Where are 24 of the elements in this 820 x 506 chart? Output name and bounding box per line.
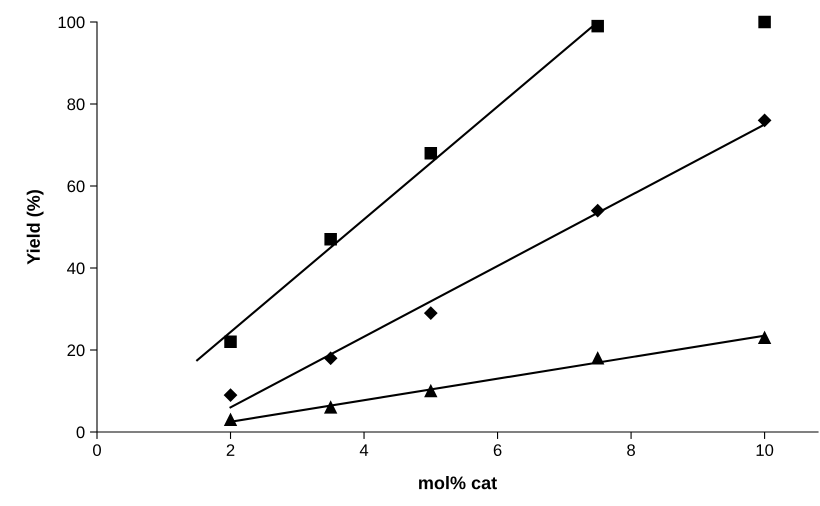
x-tick-label: 10 (756, 444, 774, 456)
point (758, 16, 771, 28)
y-tick-label: 60 (68, 180, 85, 192)
point (758, 331, 771, 344)
point (224, 336, 237, 348)
y-tick-label: 20 (67, 344, 85, 356)
x-tick-label: 8 (627, 444, 635, 456)
point (424, 306, 438, 320)
x-axis-title: mol% cat (419, 476, 497, 490)
point (424, 146, 438, 160)
point (758, 114, 772, 127)
x-tick-label: 2 (226, 444, 234, 456)
point (591, 20, 604, 32)
point (224, 413, 237, 426)
x-tick-label: 6 (494, 444, 502, 456)
y-axis-title: Yield (%) (26, 190, 44, 264)
y-tick-label: 80 (67, 98, 85, 110)
y-tick-label: 40 (67, 262, 85, 274)
y-tick-label: 100 (58, 16, 85, 28)
x-tick-label: 0 (93, 444, 101, 456)
x-tick-label: 4 (360, 444, 368, 456)
point (324, 233, 337, 246)
point (224, 388, 238, 402)
y-tick-label: 0 (76, 426, 85, 438)
